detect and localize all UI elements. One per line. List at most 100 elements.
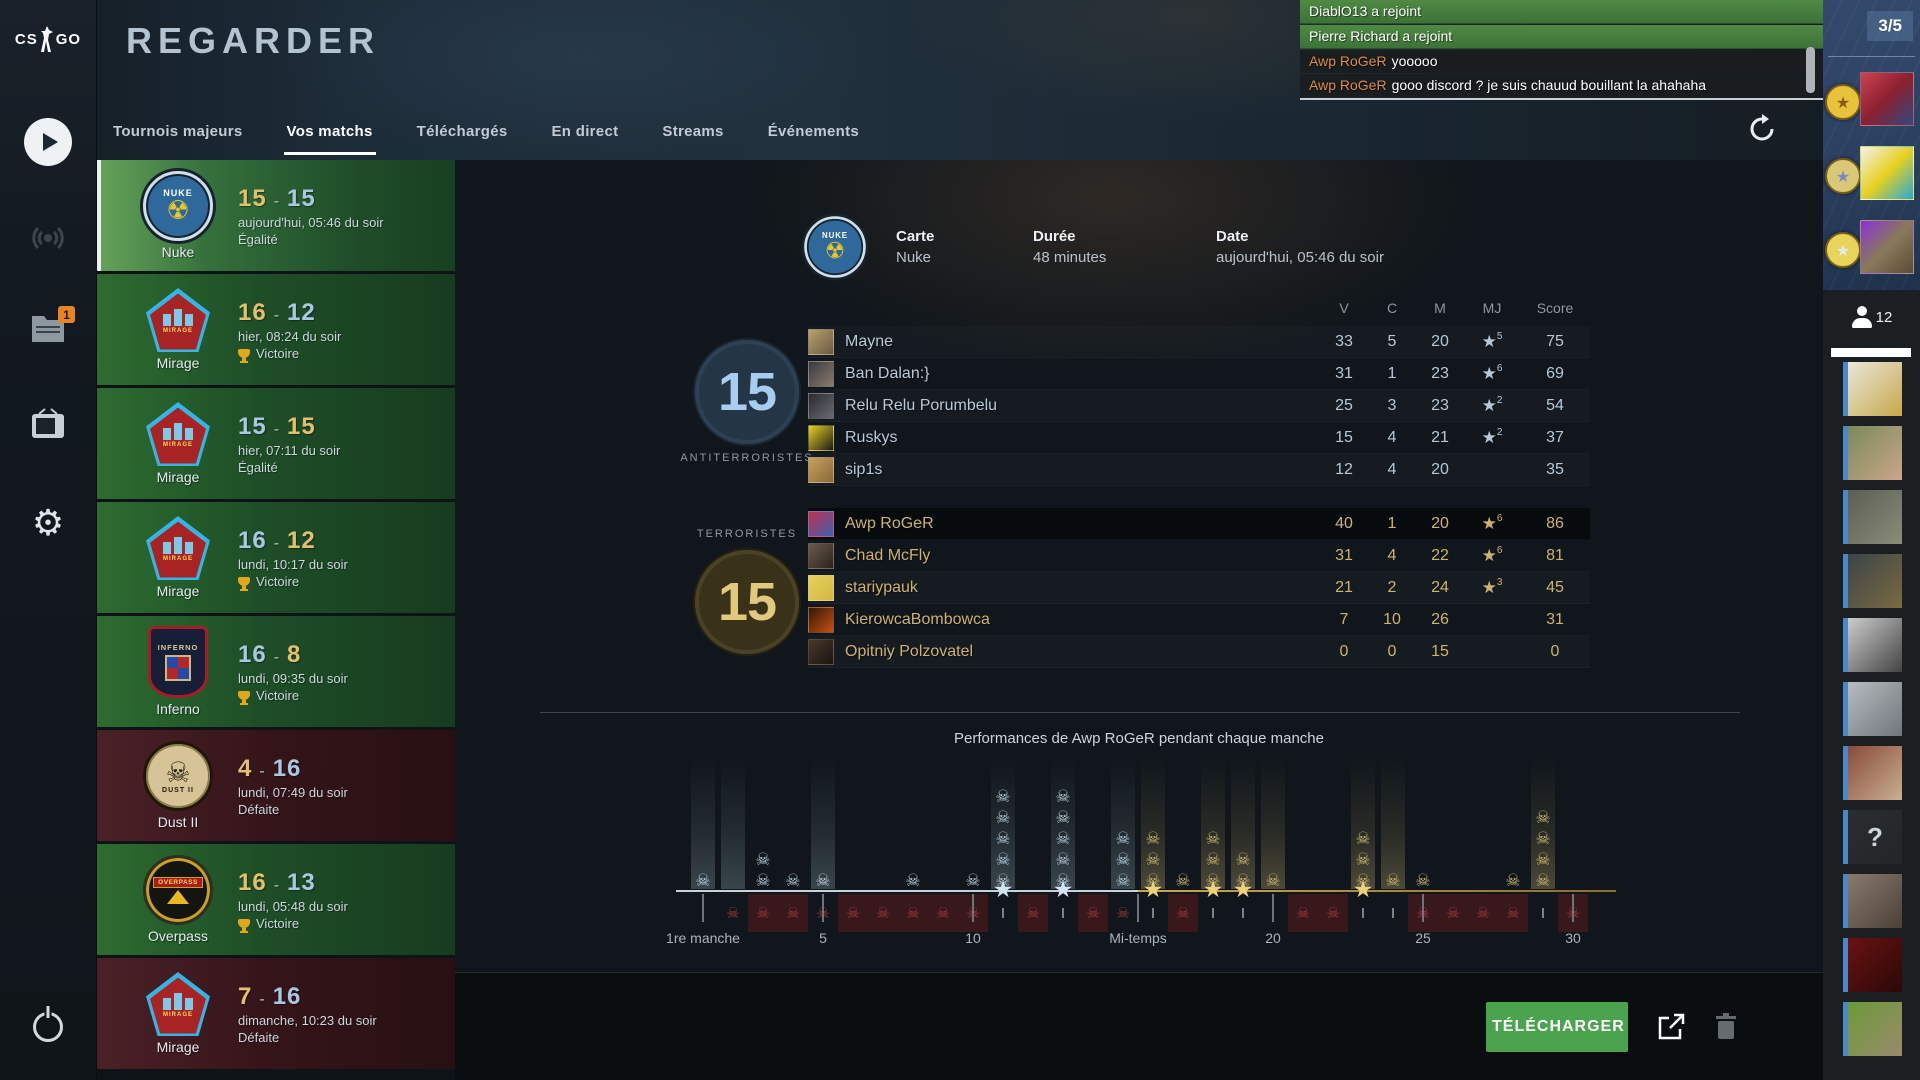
death-skull-icon: ☠ <box>906 903 920 922</box>
kill-skull-icon: ☠ <box>1505 871 1521 891</box>
player-row[interactable]: Chad McFly 31 4 22 ★6 81 <box>808 540 1590 572</box>
kill-skull-icon: ☠ <box>995 829 1011 849</box>
player-name: stariypauk <box>845 578 918 596</box>
tab-telecharges[interactable]: Téléchargés <box>416 123 508 140</box>
page-title: REGARDER <box>126 20 381 61</box>
chart-round-25: ☠☠ <box>1408 758 1438 958</box>
death-zone <box>1230 894 1256 932</box>
axis-label: 25 <box>1415 930 1431 946</box>
party-section: 3/5 ★ ★ ★ <box>1823 0 1920 290</box>
player-row[interactable]: Relu Relu Porumbelu 25 3 23 ★2 54 <box>808 390 1590 422</box>
axis-tick <box>1572 894 1574 922</box>
stat-score: 45 <box>1546 578 1564 596</box>
kill-skulls: ☠ ☠ ☠ <box>1110 831 1136 890</box>
player-row[interactable]: Mayne 33 5 20 ★5 75 <box>808 326 1590 358</box>
party-member-3[interactable]: ★ <box>1823 220 1917 278</box>
match-list-item-nuke[interactable]: NUKE ☢ Nuke 15-15 aujourd'hui, 05:46 du soir… <box>96 160 455 271</box>
kill-skulls: ☠ <box>900 873 926 890</box>
death-zone: ☠ <box>1438 894 1468 932</box>
scoreboard-column-headers: V C M MJ Score <box>808 300 1590 316</box>
player-row[interactable]: Ban Dalan:} 31 1 23 ★6 69 <box>808 358 1590 390</box>
party-member-1[interactable]: ★ <box>1823 72 1917 130</box>
round-won-bar <box>1141 758 1165 889</box>
chart-round-3: ☠ ☠ ☠ <box>748 758 778 958</box>
refresh-button[interactable] <box>1745 112 1779 146</box>
viewer-hedgehog[interactable] <box>1843 1002 1903 1060</box>
death-skull-icon: ☠ <box>1296 903 1310 922</box>
viewer-cave[interactable] <box>1843 554 1903 612</box>
mvp-star-icon: ★ <box>1481 514 1497 534</box>
demo-files-icon[interactable]: 1 <box>0 306 96 344</box>
player-name: Ban Dalan:} <box>845 364 930 382</box>
tab-en-direct[interactable]: En direct <box>551 123 619 140</box>
chat-scrollbar[interactable] <box>1806 47 1815 93</box>
death-zone: ☠ <box>1288 894 1318 932</box>
match-list-item-mirage[interactable]: MIRAGE Mirage 15-15 hier, 07:11 du soir Égal… <box>96 388 455 499</box>
tab-bar: Tournois majeurs Vos matchs Téléchargés En … <box>96 100 1823 160</box>
viewer-anime[interactable] <box>1843 682 1903 740</box>
broadcast-icon[interactable] <box>0 218 96 258</box>
kill-skull-icon: ☠ <box>1535 850 1551 870</box>
viewer-red-art[interactable] <box>1843 938 1903 996</box>
player-row[interactable]: KierowcaBombowca 7 10 26 31 <box>808 604 1590 636</box>
viewer-girl[interactable] <box>1843 426 1903 484</box>
viewer-avatar <box>1848 874 1902 928</box>
viewer-unknown[interactable]: ? <box>1843 810 1903 868</box>
download-button[interactable]: TÉLÉCHARGER <box>1486 1001 1628 1052</box>
match-map-name: Mirage <box>156 583 200 599</box>
mvp-star-icon: ★ <box>1481 364 1497 384</box>
death-zone: ☠ <box>720 894 746 932</box>
stat-score: 31 <box>1546 610 1564 628</box>
match-result: Égalité <box>238 459 278 475</box>
match-result: Victoire <box>238 916 348 933</box>
viewer-bw-collage[interactable] <box>1843 618 1903 676</box>
stat-mvp: ★6 <box>1481 513 1503 534</box>
match-score: 16-13 <box>238 868 316 896</box>
settings-gear-icon[interactable]: ⚙ <box>31 503 65 544</box>
match-list-item-mirage[interactable]: MIRAGE Mirage 7-16 dimanche, 10:23 du soir D… <box>96 958 455 1069</box>
share-button[interactable] <box>1656 1012 1686 1042</box>
kill-skull-icon: ☠ <box>755 850 771 870</box>
death-zone: ☠ <box>1018 894 1048 932</box>
player-row[interactable]: sip1s 12 4 20 35 <box>808 454 1590 486</box>
death-skull-icon: ☠ <box>756 903 770 922</box>
tab-streams[interactable]: Streams <box>662 123 724 140</box>
player-row[interactable]: Opitniy Polzovatel 0 0 15 0 <box>808 636 1590 668</box>
stat-deaths: 20 <box>1431 332 1449 350</box>
stat-kills: 7 <box>1339 610 1349 628</box>
match-list-item-overpass[interactable]: OVERPASS Overpass 16-13 lundi, 05:48 du soi… <box>96 844 455 955</box>
player-row[interactable]: Awp RoGeR 40 1 20 ★6 86 <box>808 508 1590 540</box>
match-list-item-mirage[interactable]: MIRAGE Mirage 16-12 lundi, 10:17 du soir Vic… <box>96 502 455 613</box>
player-avatar <box>808 424 834 451</box>
tab-vos-matchs[interactable]: Vos matchs <box>283 105 376 155</box>
match-list-item-mirage[interactable]: MIRAGE Mirage 16-12 hier, 08:24 du soir Vict… <box>96 274 455 385</box>
ct-team-score-badge: 15 <box>695 340 799 444</box>
round-mvp-star-icon: ★ <box>1202 877 1224 903</box>
viewer-man[interactable] <box>1843 874 1903 932</box>
skull-glyph: ☠ <box>165 755 191 789</box>
tv-icon[interactable] <box>0 408 96 442</box>
viewer-soldier[interactable] <box>1843 490 1903 548</box>
player-avatar <box>808 510 834 537</box>
power-icon[interactable] <box>0 1012 96 1042</box>
kill-skull-icon: ☠ <box>1205 850 1221 870</box>
tab-evenements[interactable]: Événements <box>767 123 860 140</box>
kill-skulls: ☠ <box>780 873 806 890</box>
speaking-indicator-bar <box>1843 490 1848 544</box>
kill-skull-icon: ☠ <box>1535 808 1551 828</box>
speaking-indicator-bar <box>1843 554 1848 608</box>
viewer-splash[interactable] <box>1843 362 1903 420</box>
match-list-item-dust-ii[interactable]: ☠ DUST II Dust II 4-16 lundi, 07:49 du soir D… <box>96 730 455 841</box>
axis-label: 1re manche <box>666 930 740 946</box>
viewer-clowns[interactable] <box>1843 746 1903 804</box>
death-skull-icon: ☠ <box>1116 903 1130 922</box>
player-row[interactable]: stariypauk 21 2 24 ★3 45 <box>808 572 1590 604</box>
party-member-2[interactable]: ★ <box>1823 146 1917 204</box>
play-button[interactable] <box>0 118 96 166</box>
player-row[interactable]: Ruskys 15 4 21 ★2 37 <box>808 422 1590 454</box>
tab-tournois-majeurs[interactable]: Tournois majeurs <box>113 123 243 140</box>
delete-button[interactable] <box>1714 1012 1738 1041</box>
death-skull-icon: ☠ <box>1176 903 1190 922</box>
viewers-scrollbar[interactable] <box>1831 348 1911 357</box>
match-list-item-inferno[interactable]: INFERNO Inferno 16-8 lundi, 09:35 du soir Vi… <box>96 616 455 727</box>
